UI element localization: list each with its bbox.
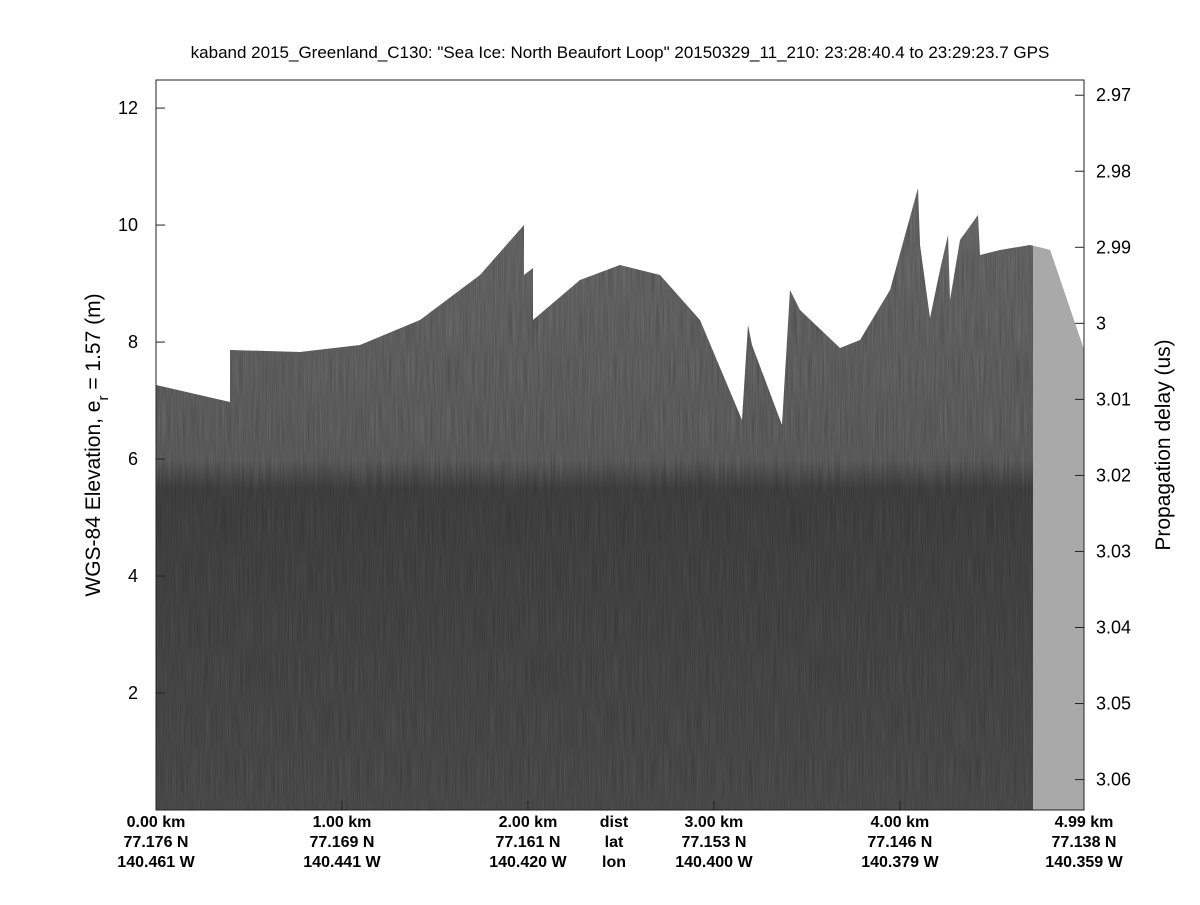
y2-tick-label: 3.03 (1096, 541, 1131, 561)
y2-tick-label: 3.04 (1096, 618, 1131, 638)
x-tick-label: 1.00 km (313, 814, 372, 831)
x-tick-label: 0.00 km (127, 814, 186, 831)
y-tick-label: 4 (128, 566, 138, 586)
y-tick-label: 2 (128, 683, 138, 703)
y2-tick-label: 3.05 (1096, 694, 1131, 714)
plot-frame (155, 79, 1085, 811)
x-tick-lat: 77.138 N (1052, 834, 1117, 851)
y-tick-label: 6 (128, 449, 138, 469)
x-tick-lon: 140.379 W (861, 854, 939, 871)
x-tick-lon: 140.420 W (489, 854, 567, 871)
y2-tick-label: 2.97 (1096, 85, 1131, 105)
y2-tick-label: 2.99 (1096, 237, 1131, 257)
x-row-label: lat (605, 834, 624, 851)
y2-tick-label: 2.98 (1096, 161, 1131, 181)
x-tick-lon: 140.441 W (303, 854, 381, 871)
x-tick-label: 4.00 km (871, 814, 930, 831)
y-tick-label: 10 (118, 215, 138, 235)
y-axis-label: WGS-84 Elevation, er = 1.57 (m) (82, 293, 112, 596)
x-tick-lat: 77.153 N (681, 834, 746, 851)
y2-axis-label: Propagation delay (us) (1152, 339, 1175, 550)
x-tick-label: 2.00 km (499, 814, 558, 831)
x-tick-lat: 77.176 N (124, 834, 189, 851)
x-tick-label: 4.99 km (1055, 814, 1114, 831)
x-tick-lon: 140.461 W (117, 854, 195, 871)
x-row-label: lon (602, 854, 626, 871)
x-row-label: dist (600, 814, 629, 831)
y2-tick-label: 3.06 (1096, 770, 1131, 790)
y-tick-label: 8 (128, 332, 138, 352)
y2-tick-label: 3.02 (1096, 465, 1131, 485)
x-tick-lon: 140.400 W (675, 854, 753, 871)
x-tick-label: 3.00 km (685, 814, 744, 831)
y-label-sub: r (95, 396, 112, 401)
y-label-suffix: = 1.57 (m) (82, 293, 105, 395)
y2-tick-label: 3.01 (1096, 389, 1131, 409)
chart-title: kaband 2015_Greenland_C130: "Sea Ice: No… (191, 43, 1050, 62)
y2-tick-label: 3 (1096, 313, 1106, 333)
y-tick-label: 12 (118, 98, 138, 118)
x-tick-lon: 140.359 W (1045, 854, 1123, 871)
y-label-prefix: WGS-84 Elevation, e (82, 401, 105, 597)
echogram (156, 188, 1084, 810)
x-tick-lat: 77.146 N (867, 834, 932, 851)
x-tick-lat: 77.161 N (495, 834, 560, 851)
x-tick-lat: 77.169 N (310, 834, 375, 851)
